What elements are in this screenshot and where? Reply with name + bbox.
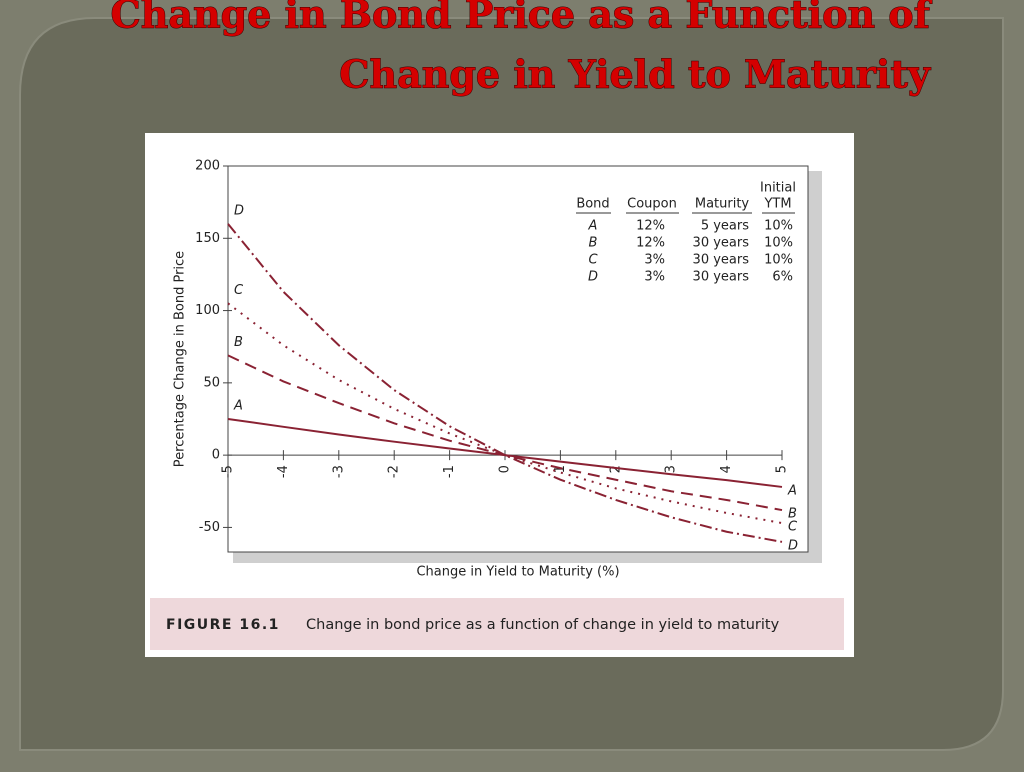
table-cell: 30 years xyxy=(693,236,750,251)
y-tick-label: 200 xyxy=(195,159,220,174)
table-cell: 12% xyxy=(636,236,665,251)
series-line xyxy=(227,302,783,525)
table-cell: 5 years xyxy=(701,219,749,234)
table-cell: C xyxy=(588,253,598,268)
table-cell: 3% xyxy=(644,253,665,268)
x-tick-label: 4 xyxy=(719,465,734,473)
table-cell: 6% xyxy=(772,270,793,285)
caption: Change in bond price as a function of ch… xyxy=(306,617,780,633)
x-tick-label: 0 xyxy=(498,465,513,473)
table-cell: 10% xyxy=(764,253,793,268)
table-header: Coupon xyxy=(627,197,677,212)
y-tick-label: -50 xyxy=(199,520,220,535)
x-tick-label: 3 xyxy=(664,465,679,473)
x-tick-label: 2 xyxy=(608,465,623,473)
table-header: YTM xyxy=(763,197,791,212)
x-axis-label: Change in Yield to Maturity (%) xyxy=(416,565,619,580)
x-tick-label: -2 xyxy=(387,465,402,478)
x-tick-label: -1 xyxy=(442,465,457,478)
slide-title: Change in Bond Price as a Function of xyxy=(110,0,932,37)
series-label: B xyxy=(788,507,797,522)
table-cell: B xyxy=(589,236,598,251)
series-label: A xyxy=(787,483,797,498)
table-cell: A xyxy=(588,219,598,234)
table-cell: 10% xyxy=(764,219,793,234)
series-label: C xyxy=(788,520,798,535)
y-tick-label: 150 xyxy=(195,231,220,246)
plot-area xyxy=(227,165,809,553)
x-tick-label: 5 xyxy=(775,465,790,473)
table-cell: 30 years xyxy=(693,270,750,285)
y-tick-label: 100 xyxy=(195,303,220,318)
caption-band xyxy=(150,598,844,650)
series-label: C xyxy=(234,283,244,298)
x-tick-label: 1 xyxy=(553,465,568,473)
table-header: Bond xyxy=(576,197,609,212)
table-cell: 3% xyxy=(644,270,665,285)
series-line xyxy=(227,354,783,512)
table-header: Maturity xyxy=(695,197,750,212)
series-line xyxy=(227,223,783,543)
table-cell: 30 years xyxy=(693,253,750,268)
table-cell: D xyxy=(588,270,598,285)
x-tick-label: -3 xyxy=(331,465,346,478)
y-tick-label: 50 xyxy=(203,375,220,390)
x-tick-label: -5 xyxy=(221,465,236,478)
series-label: D xyxy=(234,203,244,218)
series-label: A xyxy=(233,398,243,413)
series-label: D xyxy=(788,538,798,553)
figure-number: FIGURE 16.1 xyxy=(166,617,280,633)
x-tick-label: -4 xyxy=(276,465,291,478)
table-cell: 12% xyxy=(636,219,665,234)
series-label: B xyxy=(234,335,243,350)
slide-title: Change in Yield to Maturity xyxy=(339,52,931,97)
table-cell: 10% xyxy=(764,236,793,251)
y-axis-label: Percentage Change in Bond Price xyxy=(173,251,188,467)
table-header: Initial xyxy=(760,181,796,196)
y-tick-label: 0 xyxy=(212,448,220,463)
